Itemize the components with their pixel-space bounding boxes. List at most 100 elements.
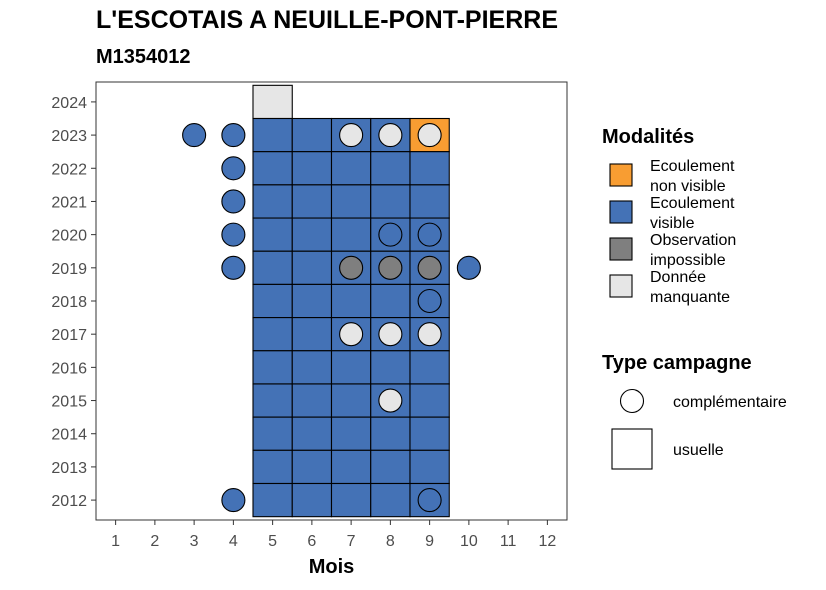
legend-label-visible-line1: Ecoulement <box>650 195 735 212</box>
legend-key-usuelle <box>611 428 653 470</box>
complementaire-point <box>378 222 403 247</box>
x-tick-label: 5 <box>268 533 277 550</box>
complementaire-point <box>378 255 403 280</box>
usuelle-tile <box>252 383 293 418</box>
complementaire-point <box>339 123 364 148</box>
complementaire-point <box>417 288 442 314</box>
y-tick-label: 2014 <box>51 427 87 444</box>
x-axis-label: Mois <box>309 556 355 578</box>
y-tick-label: 2016 <box>51 360 87 377</box>
legend-label-impossible-line1: Observation <box>650 232 736 249</box>
usuelle-tile <box>252 350 293 385</box>
x-tick-label: 12 <box>538 533 556 550</box>
x-tick-label: 2 <box>150 533 159 550</box>
usuelle-tile <box>409 184 450 219</box>
usuelle-tile <box>252 184 293 219</box>
usuelle-tile <box>409 416 450 451</box>
x-tick-label: 3 <box>190 533 199 550</box>
complementaire-point <box>221 488 246 513</box>
complementaire-point <box>456 255 481 280</box>
complementaire-point <box>417 488 442 513</box>
usuelle-tile <box>252 416 293 451</box>
usuelle-tile <box>252 283 293 319</box>
usuelle-tile <box>370 449 411 485</box>
usuelle-tile <box>370 416 411 451</box>
legend-key-manquante <box>609 274 633 298</box>
y-tick-label: 2018 <box>51 294 87 311</box>
y-tick-label: 2012 <box>51 493 87 510</box>
complementaire-point <box>182 123 207 148</box>
legend-label-manquante-line1: Donnée <box>650 269 706 286</box>
chart-title: L'ESCOTAIS A NEUILLE-PONT-PIERRE <box>96 6 558 34</box>
usuelle-tile <box>330 482 372 518</box>
legend-label-square: usuelle <box>673 442 724 459</box>
y-tick-label: 2022 <box>51 161 87 178</box>
usuelle-tile <box>252 449 293 485</box>
usuelle-tile <box>330 416 372 451</box>
usuelle-tile <box>330 217 372 252</box>
legend-key-impossible <box>609 237 633 261</box>
usuelle-tile <box>252 317 293 352</box>
usuelle-tile <box>370 151 411 186</box>
usuelle-tile <box>291 317 333 352</box>
usuelle-tile <box>252 117 293 153</box>
usuelle-tile <box>291 482 333 518</box>
usuelle-tile <box>252 482 293 518</box>
complementaire-point <box>378 123 403 148</box>
usuelle-tile <box>370 482 411 518</box>
usuelle-tile <box>252 250 293 285</box>
x-tick-label: 7 <box>347 533 356 550</box>
usuelle-tile <box>330 184 372 219</box>
x-tick-label: 8 <box>386 533 395 550</box>
usuelle-tile <box>291 383 333 418</box>
complementaire-point <box>221 189 246 214</box>
usuelle-tile <box>291 283 333 319</box>
usuelle-tile <box>330 449 372 485</box>
y-tick-label: 2024 <box>51 95 87 112</box>
legend-label-non_visible-line2: non visible <box>650 178 726 195</box>
chart-subtitle: M1354012 <box>96 46 191 68</box>
usuelle-tile <box>409 151 450 186</box>
usuelle-tile <box>330 383 372 418</box>
complementaire-point <box>221 255 246 280</box>
y-tick-label: 2017 <box>51 327 87 344</box>
legend-label-impossible-line2: impossible <box>650 252 726 269</box>
usuelle-tile <box>291 350 333 385</box>
complementaire-point <box>221 222 246 247</box>
complementaire-point <box>378 388 403 413</box>
legend-key-complementaire <box>619 388 645 414</box>
legend-label-non_visible-line1: Ecoulement <box>650 158 735 175</box>
usuelle-tile <box>409 383 450 418</box>
legend-type-title: Type campagne <box>602 352 752 374</box>
y-tick-label: 2015 <box>51 394 87 411</box>
usuelle-tile <box>370 283 411 319</box>
complementaire-point <box>339 255 364 280</box>
usuelle-tile <box>291 151 333 186</box>
x-tick-label: 4 <box>229 533 238 550</box>
usuelle-tile <box>252 217 293 252</box>
legend-key-non_visible <box>609 163 633 187</box>
legend-label-visible-line2: visible <box>650 215 695 232</box>
usuelle-tile <box>330 151 372 186</box>
usuelle-tile <box>291 449 333 485</box>
usuelle-tile <box>409 449 450 485</box>
legend-label-circle: complémentaire <box>673 394 787 411</box>
usuelle-tile <box>291 250 333 285</box>
legend-modalites-title: Modalités <box>602 126 694 148</box>
legend-key-visible <box>609 200 633 224</box>
x-tick-label: 6 <box>307 533 316 550</box>
x-tick-label: 9 <box>425 533 434 550</box>
y-tick-label: 2013 <box>51 460 87 477</box>
complementaire-point <box>378 322 403 347</box>
complementaire-point <box>417 123 442 148</box>
usuelle-tile <box>291 217 333 252</box>
usuelle-tile <box>291 184 333 219</box>
complementaire-point <box>417 222 442 247</box>
y-tick-label: 2019 <box>51 261 87 278</box>
usuelle-tile <box>330 350 372 385</box>
complementaire-point <box>221 156 246 181</box>
usuelle-tile <box>252 151 293 186</box>
y-tick-label: 2020 <box>51 228 87 245</box>
